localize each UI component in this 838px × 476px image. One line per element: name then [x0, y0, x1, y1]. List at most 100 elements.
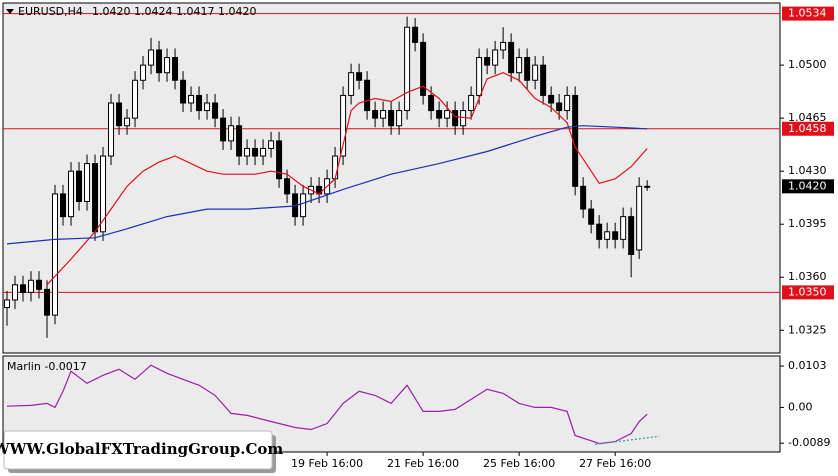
- indicator-name: Marlin: [7, 360, 41, 373]
- candle-body: [140, 64, 147, 81]
- candle-body: [388, 110, 395, 127]
- candle-body: [20, 284, 27, 293]
- candle-body: [484, 57, 491, 66]
- watermark-bg: [3, 430, 273, 470]
- candle-body: [364, 79, 371, 112]
- candle-body: [212, 102, 219, 119]
- candle-body: [148, 49, 155, 66]
- candle-body: [276, 140, 283, 180]
- indicator-label: Marlin -0.0017: [7, 360, 87, 373]
- candle-body: [68, 170, 75, 218]
- candle-body: [348, 72, 355, 96]
- indicator-line: [6, 364, 648, 445]
- candle-body: [84, 163, 91, 202]
- candle-body: [492, 49, 499, 66]
- candle-body: [300, 193, 307, 218]
- watermark-box: WWW.GlobalFXTradingGroup.Com: [0, 430, 283, 473]
- candle-body: [412, 26, 419, 43]
- candle-body: [604, 231, 611, 240]
- candle-body: [468, 94, 475, 112]
- moving-average: [6, 125, 648, 245]
- y-tick-label: 1.0325: [788, 323, 827, 336]
- candle-body: [420, 41, 427, 96]
- moving-average: [46, 72, 648, 286]
- candle-body: [36, 279, 43, 290]
- candle-body: [516, 57, 523, 74]
- candle-body: [12, 284, 19, 301]
- watermark: WWW.GlobalFXTradingGroup.Com: [0, 440, 283, 458]
- y-tick-label: 1.0395: [788, 217, 827, 230]
- y-tick-label: 0.00: [788, 400, 813, 413]
- candle-body: [268, 140, 275, 149]
- level-label: 1.0350: [788, 285, 827, 298]
- candle-body: [28, 279, 35, 293]
- candle-body: [196, 94, 203, 112]
- candle-body: [4, 299, 11, 309]
- candle-body: [236, 125, 243, 157]
- candle-body: [524, 57, 531, 81]
- candle-body: [380, 110, 387, 119]
- candle-body: [540, 64, 547, 96]
- candle-body: [452, 110, 459, 127]
- x-tick-label: 19 Feb 16:00: [291, 457, 363, 470]
- candle-body: [612, 231, 619, 240]
- last-price-label: 1.0420: [788, 179, 827, 192]
- candle-body: [636, 185, 643, 251]
- trend-line: [595, 435, 660, 445]
- level-tag: [782, 121, 834, 136]
- header-value: 1.0420: [92, 5, 131, 18]
- candle-body: [476, 57, 483, 96]
- level-tag: [782, 285, 834, 300]
- candle-body: [428, 94, 435, 112]
- candle-body: [620, 216, 627, 240]
- candle-body: [100, 155, 107, 233]
- candle-body: [404, 26, 411, 112]
- candle-body: [372, 110, 379, 119]
- candle-body: [108, 102, 115, 157]
- candle-body: [124, 117, 131, 127]
- candle-body: [356, 72, 363, 81]
- y-tick-label: 1.0360: [788, 270, 827, 283]
- candle-body: [396, 110, 403, 127]
- candle-body: [628, 216, 635, 256]
- indicator-value: -0.0017: [44, 360, 86, 373]
- candle-body: [180, 79, 187, 104]
- candle-body: [228, 125, 235, 142]
- candle-body: [580, 185, 587, 210]
- candle-body: [60, 193, 67, 218]
- y-tick-label: -0.0089: [788, 436, 830, 449]
- y-tick-label: 1.0465: [788, 111, 827, 124]
- menu-triangle: [6, 9, 14, 14]
- candle-body: [284, 178, 291, 195]
- header-value: 1.0417: [176, 5, 215, 18]
- candle-body: [188, 94, 195, 104]
- candle-body: [556, 102, 563, 112]
- candle-body: [44, 288, 51, 316]
- candle-body: [132, 79, 139, 119]
- candle-body: [500, 41, 507, 51]
- chart-title: EURUSD,H4: [18, 5, 83, 18]
- candle-body: [252, 147, 259, 157]
- header-value: 1.0424: [134, 5, 173, 18]
- candle-body: [164, 57, 171, 74]
- main-panel: [2, 2, 781, 354]
- candle-body: [156, 49, 163, 74]
- candle-body: [332, 155, 339, 180]
- candle-body: [548, 94, 555, 104]
- candle-body: [204, 102, 211, 112]
- candle-body: [588, 208, 595, 225]
- candle-body: [172, 57, 179, 81]
- candle-body: [532, 64, 539, 81]
- x-tick-label: 21 Feb 16:00: [387, 457, 459, 470]
- candle-body: [92, 163, 99, 233]
- y-tick-label: 0.0103: [788, 359, 827, 372]
- marks: [3, 13, 780, 445]
- level-label: 1.0458: [788, 122, 827, 135]
- candle-body: [436, 110, 443, 119]
- candle-body: [244, 147, 251, 157]
- candle-body: [340, 94, 347, 157]
- header-ohlc: 1.0420 1.0424 1.0417 1.0420: [92, 5, 257, 18]
- y-tick-label: 1.0430: [788, 164, 827, 177]
- candle-body: [508, 41, 515, 74]
